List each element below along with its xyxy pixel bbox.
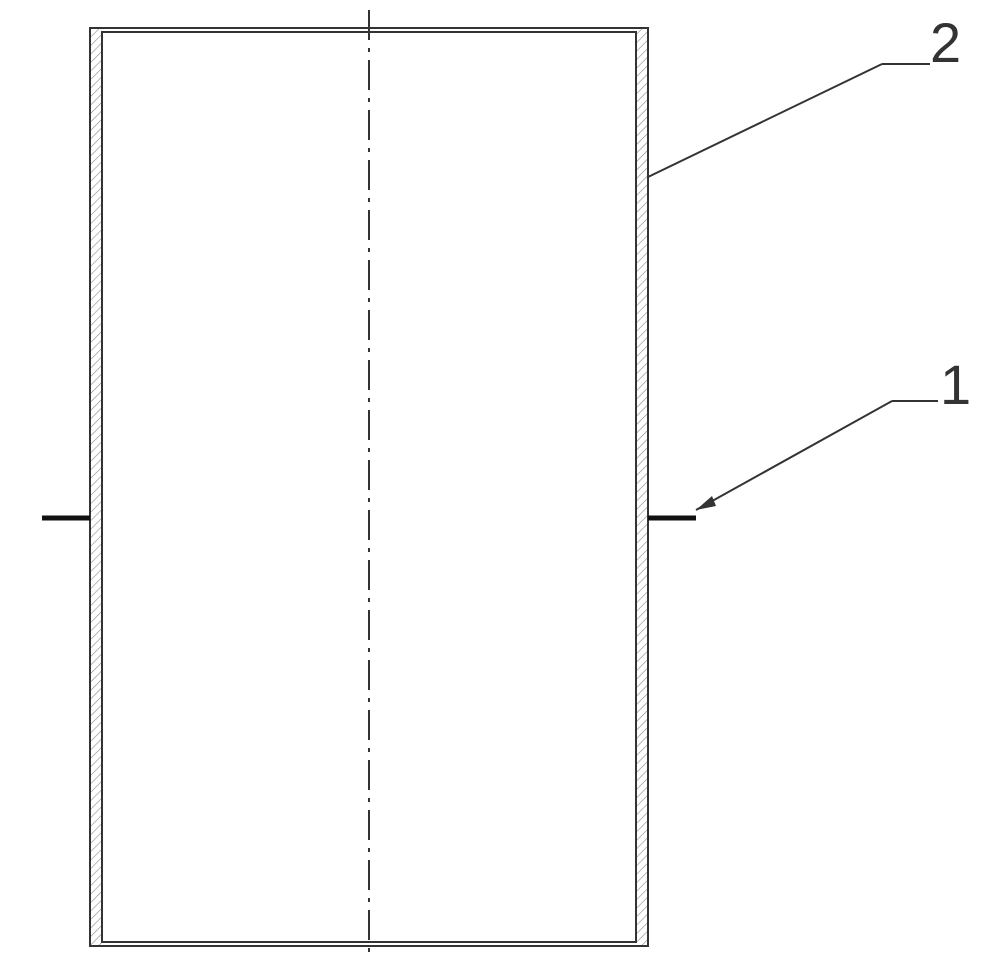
leader-2 [648, 64, 930, 177]
diagram-svg [0, 0, 1000, 974]
technical-diagram: 2 1 [0, 0, 1000, 974]
leader-1 [696, 401, 938, 510]
callout-label-1: 1 [940, 352, 971, 417]
callout-label-2: 2 [930, 10, 961, 75]
